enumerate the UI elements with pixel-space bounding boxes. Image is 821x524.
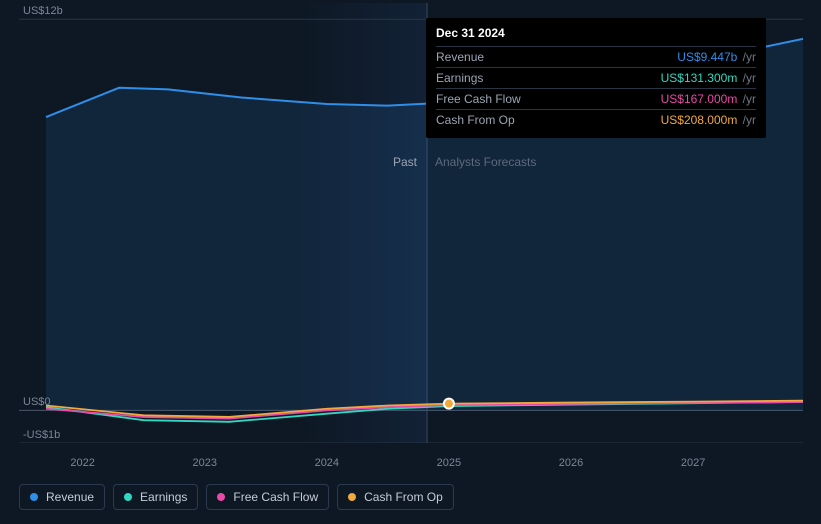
legend: Revenue Earnings Free Cash Flow Cash From O… [19,484,454,510]
legend-item-fcf[interactable]: Free Cash Flow [206,484,329,510]
tooltip-date: Dec 31 2024 [436,26,756,46]
tooltip-row-label: Revenue [436,50,484,64]
y-axis-label: US$0 [23,396,51,408]
legend-item-earnings[interactable]: Earnings [113,484,198,510]
legend-item-cfo[interactable]: Cash From Op [337,484,454,510]
tooltip-row-label: Earnings [436,71,483,85]
legend-dot [217,493,225,501]
x-axis-tick: 2024 [315,457,339,469]
legend-label: Earnings [140,490,187,504]
tooltip-row-value: US$167.000m [661,92,738,106]
x-axis-tick: 2022 [70,457,94,469]
tooltip-row-unit: /yr [739,113,756,127]
y-axis-label: -US$1b [23,429,60,441]
tooltip-row: Earnings US$131.300m /yr [436,67,756,88]
section-label-forecast: Analysts Forecasts [435,155,536,169]
tooltip-row-unit: /yr [739,92,756,106]
legend-item-revenue[interactable]: Revenue [19,484,105,510]
x-axis-tick: 2023 [192,457,216,469]
tooltip-row-value: US$9.447b [677,50,737,64]
section-label-past: Past [393,155,417,169]
legend-label: Cash From Op [364,490,443,504]
chart-tooltip: Dec 31 2024 RevenueUS$9.447b /yrEarnings… [426,18,766,138]
y-axis-label: US$12b [23,5,63,17]
tooltip-row: Revenue US$9.447b /yr [436,46,756,67]
legend-dot [124,493,132,501]
tooltip-row-unit: /yr [739,71,756,85]
tooltip-row-value: US$208.000m [661,113,738,127]
tooltip-row-value: US$131.300m [661,71,738,85]
tooltip-row: Free Cash Flow US$167.000m /yr [436,88,756,109]
tooltip-row-label: Free Cash Flow [436,92,521,106]
legend-label: Revenue [46,490,94,504]
tooltip-row-unit: /yr [739,50,756,64]
legend-dot [30,493,38,501]
x-axis-tick: 2026 [559,457,583,469]
x-axis-tick: 2027 [681,457,705,469]
x-axis-tick: 2025 [437,457,461,469]
tooltip-row-label: Cash From Op [436,113,515,127]
tooltip-row: Cash From Op US$208.000m /yr [436,109,756,130]
legend-label: Free Cash Flow [233,490,318,504]
legend-dot [348,493,356,501]
